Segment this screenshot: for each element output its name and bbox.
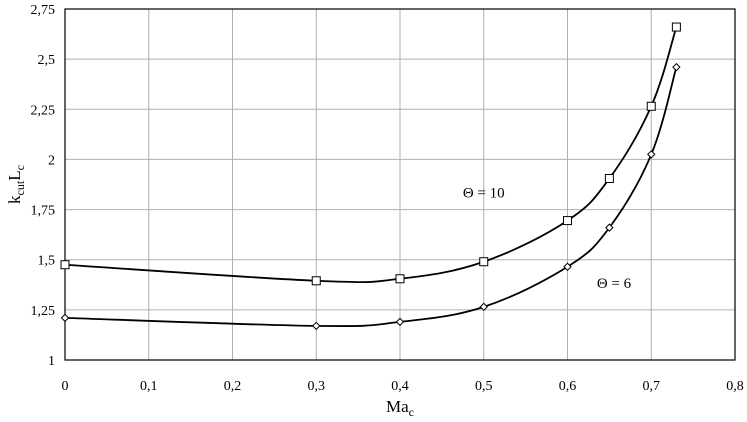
y-tick-label: 2,5 [38,53,56,68]
x-tick-label: 0,8 [726,379,744,394]
y-tick-label: 1,25 [31,304,56,319]
square-marker [604,173,614,183]
series-line-1 [64,26,678,284]
x-tick-label: 0,1 [140,379,158,394]
square-marker [479,257,489,267]
y-axis-title-k: k [5,195,24,204]
y-tick-label: 1,75 [31,204,56,219]
x-axis-title: Mac [386,397,414,419]
y-tick-labels: 1 1,25 1,5 1,75 2 2,25 2,5 2,75 [31,3,56,369]
square-marker [60,260,70,270]
series-annotation: Θ = 6 [597,276,632,292]
x-tick-label: 0,3 [308,379,326,394]
y-axis-title-l: L [5,170,24,180]
y-tick-label: 2,25 [31,103,56,118]
diamond-marker [647,150,656,159]
square-marker [395,274,405,284]
diamond-marker [479,302,488,312]
diamond-marker [605,223,614,232]
x-tick-label: 0,7 [643,379,661,394]
x-tick-label: 0,5 [475,379,493,394]
x-tick-labels: 0 0,1 0,2 0,3 0,4 0,5 0,6 0,7 0,8 [62,379,744,394]
y-axis-title-k-sub: cut [13,180,27,195]
diamond-marker [563,262,572,271]
square-marker [311,276,321,286]
plot-frame [64,8,736,361]
series-annotation: Θ = 10 [463,186,505,202]
y-axis-title-l-sub: c [13,165,27,170]
diamond-marker [312,321,321,331]
y-axis-title: kcutLc [5,165,27,204]
square-marker [646,101,656,111]
square-marker [563,216,572,226]
diamond-marker [60,313,70,323]
x-tick-label: 0 [62,379,69,394]
y-tick-label: 2 [48,153,55,168]
diamond-marker [395,317,405,327]
x-axis-title-sub: c [409,405,414,419]
x-tick-label: 0,2 [224,379,242,394]
diamond-marker [672,62,681,72]
y-tick-label: 1,5 [38,254,56,269]
series-layer [60,22,681,331]
series-line-2 [64,66,678,327]
annotations: Θ = 10 Θ = 6 [463,186,632,292]
square-marker [671,22,681,32]
y-tick-label: 1 [48,354,55,369]
x-tick-label: 0,6 [559,379,577,394]
x-tick-label: 0,4 [391,379,409,394]
grid-lines [64,8,736,361]
x-axis-title-main: Ma [386,397,409,416]
y-tick-label: 2,75 [31,3,56,18]
